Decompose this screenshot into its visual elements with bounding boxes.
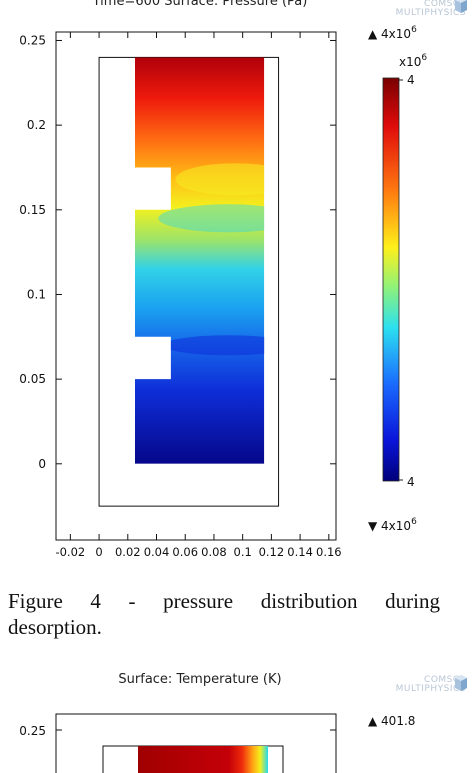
- y-tick-label: 0.2: [27, 118, 46, 132]
- caption-line-1: Figure 4 - pressure distribution during: [8, 588, 440, 614]
- caption-word: distribution: [260, 589, 358, 613]
- colorbar-bottom-label: 4: [407, 475, 415, 489]
- colorbar-top-label: 4: [407, 73, 415, 87]
- x-tick-label: 0.04: [144, 545, 170, 559]
- x-tick-label: 0.12: [259, 545, 285, 559]
- plot-geometry: [98, 56, 280, 507]
- caption-line-2: desorption.: [8, 615, 102, 639]
- colorbar-scale: [382, 77, 400, 482]
- pressure-field: [134, 57, 265, 464]
- figure-caption: Figure 4 - pressure distribution during …: [8, 588, 440, 640]
- logo-text-comsol: COMSOL: [424, 675, 466, 685]
- x-tick-label: 0.06: [172, 545, 198, 559]
- x-tick-label: 0.1: [234, 545, 252, 559]
- colorbar: ▲ 4x106 x106 4 4 ▼ 4x106: [368, 25, 427, 533]
- plot-frame: [55, 713, 337, 773]
- temperature-domain: [138, 746, 268, 773]
- x-tick-label: 0.14: [287, 545, 313, 559]
- y-tick-label: 0.25: [19, 33, 46, 47]
- y-tick-label: 0.05: [19, 372, 46, 386]
- logo-text-multiphysics: MULTIPHYSICS: [395, 684, 466, 694]
- contour-band: [163, 335, 265, 356]
- caption-word: 4: [90, 589, 101, 613]
- max-marker: ▲ 401.8: [368, 714, 415, 728]
- comsol-logo: COMSOL MULTIPHYSICS: [336, 0, 467, 18]
- colorbar-max-marker: ▲ 4x106: [368, 25, 417, 41]
- x-tick-label: 0: [95, 545, 102, 559]
- caption-word: during: [385, 589, 440, 613]
- x-tick-label: 0.16: [316, 545, 342, 559]
- figure1-title: Time=600 Surface: Pressure (Pa): [92, 0, 308, 9]
- colorbar-multiplier: x106: [399, 53, 427, 69]
- comsol-cube-icon: [455, 0, 467, 13]
- pressure-surface: [134, 57, 265, 464]
- y-tick-label: 0.15: [19, 203, 46, 217]
- figure2-title: Surface: Temperature (K): [118, 672, 282, 687]
- comsol-logo-2: COMSOL MULTIPHYSICS: [336, 675, 467, 694]
- contour-band: [158, 204, 265, 233]
- plot-frame: [55, 31, 337, 541]
- logo-text-comsol: COMSOL: [424, 0, 466, 9]
- caption-word: Figure: [8, 589, 63, 613]
- caption-word: pressure: [163, 589, 234, 613]
- temperature-plot: 0.25 ▲ 401.8: [19, 713, 415, 773]
- x-tick-label: -0.02: [55, 545, 85, 559]
- y-tick-label: 0.25: [19, 724, 46, 738]
- colorbar-min-marker: ▼ 4x106: [368, 517, 417, 533]
- y-tick-label: 0: [38, 457, 46, 471]
- plot-axes: 0.25 0.2 0.15 0.1 0.05 0 -0.02 0 0.02 0.04 0.06 0.0…: [19, 31, 342, 559]
- caption-word: -: [128, 589, 136, 613]
- comsol-cube-icon: [455, 675, 467, 691]
- x-tick-label: 0.02: [115, 545, 141, 559]
- x-tick-label: 0.08: [201, 545, 227, 559]
- y-tick-label: 0.1: [27, 287, 46, 301]
- pressure-plot: 0.25 0.2 0.15 0.1 0.05 0 -0.02 0 0.02 0.04 0.06 0.0…: [19, 25, 427, 559]
- contour-band: [175, 163, 265, 196]
- logo-text-multiphysics: MULTIPHYSICS: [395, 8, 466, 18]
